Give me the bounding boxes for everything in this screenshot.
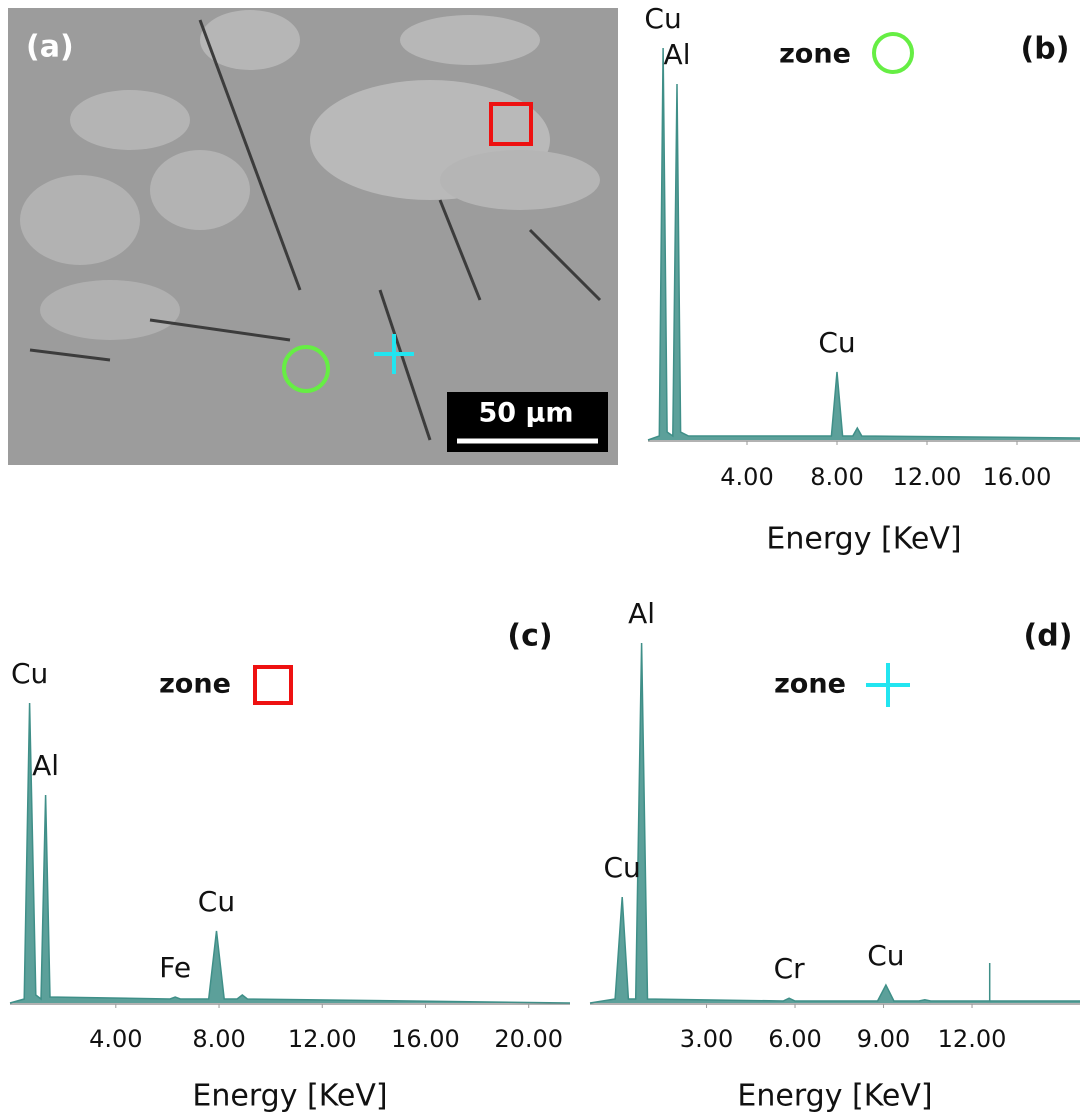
- x-tick-label: 6.00: [768, 1025, 821, 1053]
- x-tick-label: 3.00: [680, 1025, 733, 1053]
- x-tick-label: 16.00: [391, 1025, 460, 1053]
- x-tick-label: 12.00: [893, 463, 962, 491]
- peak-label: Cu: [867, 939, 904, 972]
- peak-label: Cu: [198, 885, 235, 918]
- x-tick-label: 4.00: [89, 1025, 142, 1053]
- x-axis-label: Energy [KeV]: [766, 522, 961, 557]
- legend-label: zone: [779, 39, 851, 70]
- spectrum-line: [648, 48, 1080, 440]
- peak-label: Cu: [11, 657, 48, 690]
- x-tick-label: 16.00: [983, 463, 1052, 491]
- x-tick-label: 8.00: [192, 1025, 245, 1053]
- x-axis-label: Energy [KeV]: [737, 1079, 932, 1114]
- peak-label: Cu: [604, 851, 641, 884]
- x-tick-label: 8.00: [810, 463, 863, 491]
- peak-label: Al: [32, 749, 59, 782]
- panel-label: (a): [26, 30, 74, 65]
- x-tick-label: 12.00: [288, 1025, 357, 1053]
- legend-marker: [255, 667, 291, 703]
- x-tick-label: 12.00: [938, 1025, 1007, 1053]
- panel-label: (d): [1024, 619, 1073, 654]
- x-tick-label: 20.00: [494, 1025, 563, 1053]
- micrograph: 50 µm (a): [8, 8, 618, 465]
- x-tick-label: 4.00: [720, 463, 773, 491]
- spectrum-area: [648, 48, 1080, 440]
- peak-label: Al: [664, 38, 691, 71]
- panel-label: (b): [1021, 32, 1070, 67]
- legend-marker: [874, 34, 912, 72]
- spectrum-area: [10, 703, 570, 1003]
- x-tick-label: 9.00: [857, 1025, 910, 1053]
- panel-label: (c): [507, 619, 552, 654]
- peak-label: Cu: [818, 326, 855, 359]
- scale-bar-label: 50 µm: [479, 398, 574, 429]
- legend-label: zone: [774, 669, 846, 700]
- x-axis-label: Energy [KeV]: [192, 1079, 387, 1114]
- legend-label: zone: [159, 669, 231, 700]
- spectrum-line: [10, 703, 570, 1003]
- peak-label: Fe: [159, 951, 191, 984]
- peak-label: Al: [628, 597, 655, 630]
- peak-label: Cu: [644, 2, 681, 35]
- figure: 50 µm (a) 4.008.0012.0016.00CuAlCuEnergy…: [0, 0, 1083, 1117]
- peak-label: Cr: [774, 952, 806, 985]
